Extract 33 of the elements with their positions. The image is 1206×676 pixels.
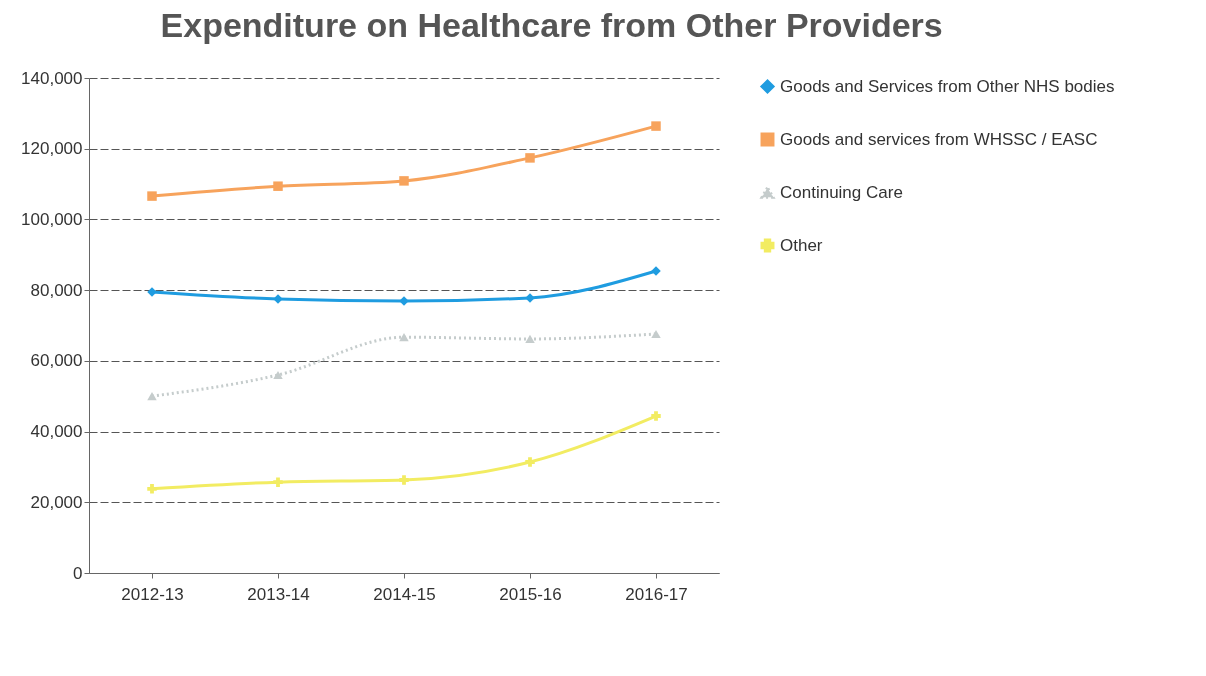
y-tick-label: 60,000 [30, 351, 83, 371]
point [525, 334, 535, 344]
legend-label: Other [780, 235, 823, 255]
legend-label: Goods and Services from Other NHS bodies [780, 76, 1115, 96]
point [273, 477, 283, 487]
y-tick-label: 100,000 [21, 209, 83, 229]
point [399, 333, 409, 342]
point [651, 121, 661, 131]
x-tick-label: 2013-14 [247, 584, 310, 604]
point [525, 153, 535, 163]
point [525, 457, 535, 467]
y-tick-label: 120,000 [21, 139, 83, 159]
point [399, 176, 409, 186]
point [273, 370, 283, 380]
point [651, 329, 661, 339]
point [399, 475, 409, 485]
y-tick-label: 20,000 [30, 492, 83, 512]
y-tick-label: 0 [73, 563, 83, 583]
y-tick-label: 140,000 [21, 68, 83, 88]
x-tick-label: 2016-17 [625, 584, 688, 604]
chart-title: Expenditure on Healthcare from Other Providers [160, 6, 943, 44]
point [147, 484, 157, 494]
legend-label: Continuing Care [780, 182, 903, 202]
point [147, 191, 157, 201]
legend-label: Goods and services from WHSSC / EASC [780, 129, 1098, 149]
point [147, 392, 157, 401]
x-tick-label: 2014-15 [373, 584, 436, 604]
point [273, 181, 283, 191]
x-tick-label: 2012-13 [121, 584, 184, 604]
x-tick-label: 2015-16 [499, 584, 562, 604]
y-tick-label: 40,000 [30, 422, 83, 442]
point [651, 411, 661, 421]
y-tick-label: 80,000 [30, 280, 83, 300]
